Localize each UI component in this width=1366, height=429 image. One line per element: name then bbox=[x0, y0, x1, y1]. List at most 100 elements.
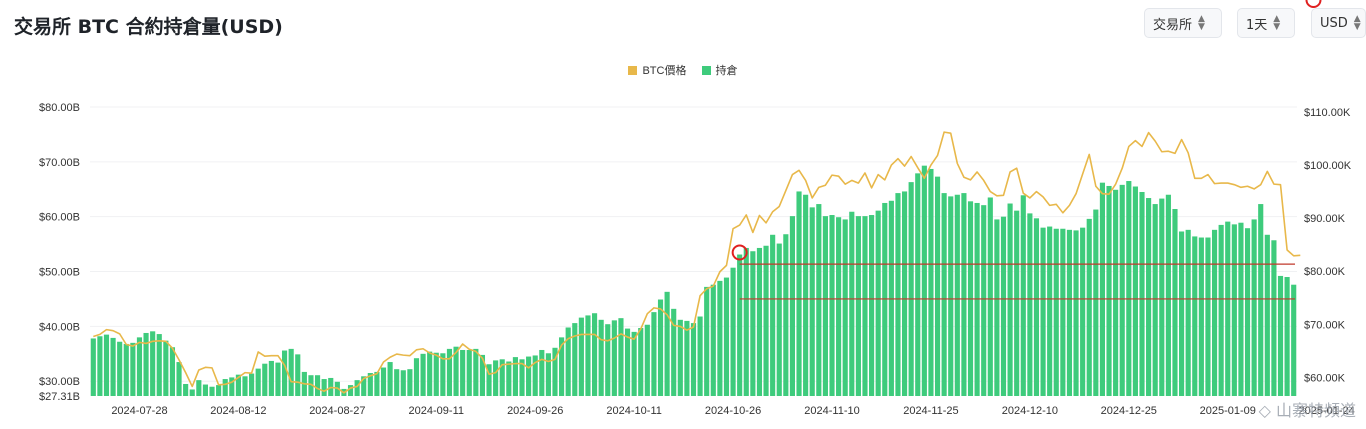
oi-bar bbox=[730, 267, 736, 396]
currency-select[interactable]: USD ▲ ▼ bbox=[1311, 8, 1366, 38]
oi-bar bbox=[631, 331, 637, 396]
oi-bar bbox=[875, 210, 881, 396]
oi-bar bbox=[1053, 228, 1059, 396]
y-right-tick-label: $80.00K bbox=[1304, 266, 1346, 278]
oi-bar bbox=[816, 204, 822, 396]
interval-select[interactable]: 1天 ▲ ▼ bbox=[1237, 8, 1295, 38]
oi-bar bbox=[1060, 228, 1066, 396]
oi-bar bbox=[1251, 219, 1257, 396]
x-tick-label: 2024-09-26 bbox=[507, 405, 563, 417]
oi-bar bbox=[921, 165, 927, 396]
oi-bar bbox=[1027, 213, 1033, 396]
oi-bar bbox=[486, 364, 492, 396]
oi-bar bbox=[644, 324, 650, 396]
oi-bar bbox=[651, 312, 657, 396]
oi-bar bbox=[506, 361, 512, 396]
oi-bar bbox=[453, 346, 459, 396]
oi-bar bbox=[539, 349, 545, 396]
oi-bar bbox=[1205, 237, 1211, 396]
oi-bar bbox=[1119, 184, 1125, 396]
oi-bar bbox=[789, 216, 796, 396]
oi-bar bbox=[565, 327, 571, 396]
oi-bar bbox=[545, 353, 551, 396]
oi-bar bbox=[420, 353, 426, 396]
oi-bar bbox=[981, 205, 987, 396]
oi-bar bbox=[578, 317, 584, 396]
chevron-updown-icon: ▲ ▼ bbox=[1198, 14, 1205, 32]
oi-bar bbox=[1152, 204, 1158, 396]
oi-bar bbox=[1244, 228, 1251, 396]
exchange-select[interactable]: 交易所 ▲ ▼ bbox=[1144, 8, 1222, 38]
oi-bar bbox=[321, 379, 327, 396]
oi-bar bbox=[664, 291, 670, 396]
oi-bar bbox=[657, 299, 664, 396]
oi-bar bbox=[1146, 198, 1152, 396]
oi-bar bbox=[1033, 218, 1040, 396]
oi-bar bbox=[202, 384, 208, 396]
oi-bar bbox=[242, 376, 248, 396]
oi-bar bbox=[1014, 210, 1020, 396]
oi-bar bbox=[1159, 198, 1165, 396]
exchange-select-label: 交易所 bbox=[1153, 17, 1193, 33]
x-tick-label: 2024-11-25 bbox=[903, 405, 958, 417]
oi-bar bbox=[723, 277, 730, 396]
oi-bar bbox=[493, 360, 499, 396]
y-right-tick-label: $100.00K bbox=[1304, 160, 1352, 172]
oi-bar bbox=[1139, 191, 1145, 396]
interval-select-label: 1天 bbox=[1246, 17, 1268, 33]
oi-bar bbox=[209, 386, 215, 396]
oi-bar bbox=[97, 336, 103, 396]
oi-bar bbox=[427, 351, 433, 396]
oi-bar bbox=[1211, 229, 1218, 396]
oi-bar bbox=[1132, 186, 1138, 396]
oi-bar bbox=[1165, 194, 1171, 396]
oi-bar bbox=[361, 376, 367, 396]
legend-label-oi: 持倉 bbox=[715, 65, 738, 77]
x-tick-label: 2024-07-28 bbox=[111, 405, 167, 417]
oi-bar bbox=[400, 370, 406, 396]
oi-bar bbox=[150, 331, 156, 396]
oi-bar bbox=[1073, 230, 1079, 396]
oi-bar bbox=[763, 245, 769, 396]
oi-bar bbox=[229, 377, 235, 396]
oi-bar bbox=[249, 373, 255, 396]
oi-bar bbox=[1066, 229, 1073, 396]
oi-bar bbox=[796, 191, 802, 396]
oi-bar bbox=[433, 352, 439, 396]
oi-bar bbox=[585, 315, 591, 396]
oi-bar bbox=[519, 359, 525, 396]
oi-bar bbox=[559, 337, 565, 396]
oi-bar bbox=[367, 373, 373, 396]
oi-bar bbox=[1218, 224, 1224, 396]
watermark-text: ◇ 山寨特頻道 bbox=[1258, 401, 1356, 420]
oi-bar bbox=[941, 193, 947, 396]
chevron-updown-icon: ▲ ▼ bbox=[1273, 14, 1281, 32]
oi-bar bbox=[624, 328, 631, 396]
oi-bar bbox=[928, 168, 934, 396]
oi-bar bbox=[288, 348, 294, 396]
annotation-circle bbox=[1305, 0, 1322, 8]
oi-bar bbox=[1093, 209, 1099, 396]
oi-bar bbox=[1086, 218, 1092, 396]
oi-bar bbox=[222, 379, 228, 396]
oi-bar bbox=[1047, 226, 1053, 396]
oi-bar bbox=[829, 215, 835, 396]
oi-bar bbox=[314, 375, 321, 396]
oi-bar bbox=[268, 360, 274, 396]
oi-bar bbox=[156, 334, 162, 396]
oi-bar bbox=[710, 284, 716, 396]
oi-bar bbox=[934, 176, 941, 396]
y-right-tick-label: $90.00K bbox=[1304, 213, 1346, 225]
oi-bar bbox=[275, 362, 281, 396]
y-left-tick-label: $40.00B bbox=[39, 321, 80, 333]
oi-bar bbox=[446, 348, 453, 396]
currency-select-label: USD bbox=[1320, 15, 1348, 31]
oi-bar bbox=[1238, 222, 1244, 396]
legend-item-oi[interactable]: 持倉 bbox=[701, 62, 738, 78]
oi-bar bbox=[690, 323, 697, 396]
legend-item-price[interactable]: BTC價格 bbox=[628, 62, 686, 78]
oi-bar bbox=[183, 383, 189, 396]
oi-bar bbox=[512, 357, 518, 396]
oi-bar bbox=[1198, 237, 1204, 396]
